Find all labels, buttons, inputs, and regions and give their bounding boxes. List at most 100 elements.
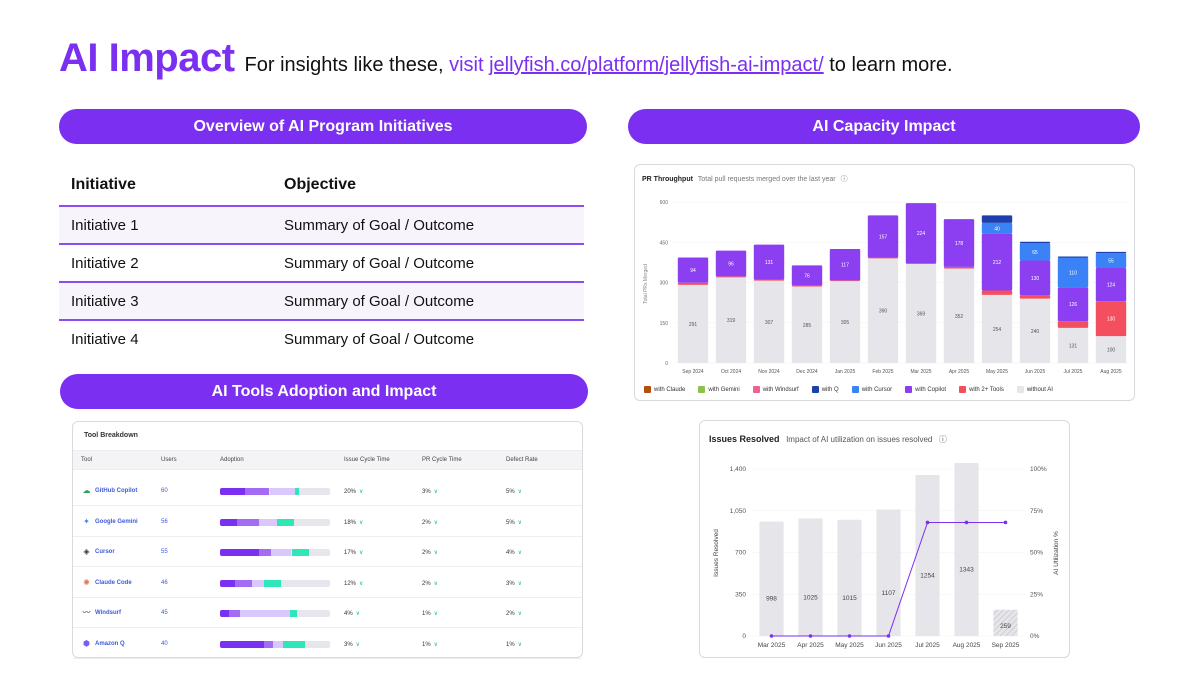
bar-segment[interactable] bbox=[867, 258, 899, 363]
x-tick-label: Jan 2025 bbox=[835, 369, 856, 375]
legend-item[interactable]: without AI bbox=[1016, 386, 1053, 393]
y-axis-label: Issues Resolved bbox=[713, 529, 720, 577]
metric-pr-cycle: 1% ∨ bbox=[422, 641, 438, 648]
bar-segment[interactable] bbox=[943, 266, 975, 269]
bar-segment[interactable] bbox=[943, 268, 975, 363]
info-icon[interactable]: ⓘ bbox=[938, 435, 947, 444]
bar-segment[interactable] bbox=[905, 203, 937, 264]
utilization-point[interactable] bbox=[886, 634, 891, 638]
bar-segment[interactable] bbox=[715, 277, 747, 363]
bar-segment[interactable] bbox=[753, 244, 785, 280]
bar-segment[interactable] bbox=[753, 280, 785, 363]
bar-segment[interactable] bbox=[829, 280, 861, 282]
legend-item[interactable]: with Q bbox=[811, 386, 839, 393]
bar-segment[interactable] bbox=[791, 265, 823, 286]
metric-defect: 2% ∨ bbox=[506, 610, 522, 617]
utilization-point[interactable] bbox=[925, 520, 930, 525]
bar-segment[interactable] bbox=[1019, 295, 1051, 299]
bar-segment[interactable] bbox=[1095, 251, 1127, 254]
bar-segment[interactable] bbox=[677, 282, 709, 285]
gemini-icon: ✦ bbox=[83, 516, 90, 526]
utilization-point[interactable] bbox=[808, 634, 813, 638]
utilization-point[interactable] bbox=[769, 634, 774, 638]
bar-segment[interactable] bbox=[1019, 243, 1051, 261]
bar[interactable] bbox=[837, 519, 862, 636]
bar-segment[interactable] bbox=[1095, 336, 1127, 363]
bar-segment[interactable] bbox=[981, 290, 1013, 295]
bar-value-label: 998 bbox=[766, 596, 777, 603]
tool-name-link[interactable]: Amazon Q bbox=[95, 640, 125, 647]
bar-segment[interactable] bbox=[791, 285, 823, 287]
metric-value: 3% bbox=[506, 580, 515, 587]
tool-users[interactable]: 40 bbox=[161, 640, 168, 647]
bar-segment[interactable] bbox=[1095, 268, 1127, 302]
bar-segment[interactable] bbox=[1019, 260, 1051, 296]
bar-segment[interactable] bbox=[829, 248, 861, 281]
tool-row: ☁ GitHub Copilot 60 20% ∨ 3% ∨ 5% ∨ bbox=[73, 476, 582, 506]
bar-segment[interactable] bbox=[1019, 298, 1051, 363]
tool-users[interactable]: 46 bbox=[161, 579, 168, 586]
bar-segment[interactable] bbox=[677, 284, 709, 363]
legend-item[interactable]: with Gemini bbox=[698, 386, 740, 393]
bar-segment[interactable] bbox=[1057, 287, 1089, 322]
bar-segment[interactable] bbox=[677, 257, 709, 283]
bar-segment[interactable] bbox=[867, 257, 899, 259]
adoption-segment bbox=[251, 579, 264, 587]
bar-segment[interactable] bbox=[715, 276, 747, 278]
bar-segment[interactable] bbox=[1057, 321, 1089, 328]
bar-segment[interactable] bbox=[905, 263, 937, 264]
bar[interactable] bbox=[759, 521, 784, 636]
jellyfish-link[interactable]: jellyfish.co/platform/jellyfish-ai-impac… bbox=[489, 54, 824, 76]
bar-segment[interactable] bbox=[981, 215, 1013, 223]
tool-name-link[interactable]: Google Gemini bbox=[95, 518, 138, 525]
bar-value-label: 131 bbox=[1069, 343, 1078, 349]
bar-value-label: 157 bbox=[879, 234, 888, 240]
bar-segment[interactable] bbox=[981, 233, 1013, 291]
legend-item[interactable]: with Copilot bbox=[905, 386, 946, 393]
metric-value: 2% bbox=[422, 550, 431, 556]
bar-segment[interactable] bbox=[867, 215, 899, 258]
bar-segment[interactable] bbox=[1095, 253, 1127, 269]
legend-item[interactable]: with 2+ Tools bbox=[959, 386, 1004, 393]
bar-segment[interactable] bbox=[1057, 257, 1089, 288]
tool-users[interactable]: 45 bbox=[161, 610, 168, 616]
utilization-point[interactable] bbox=[964, 520, 969, 525]
bar-segment[interactable] bbox=[1019, 241, 1051, 244]
legend-swatch bbox=[959, 386, 967, 393]
chevron-down-icon: ∨ bbox=[517, 519, 523, 526]
metric-pr-cycle: 2% ∨ bbox=[422, 580, 438, 587]
bar[interactable] bbox=[915, 474, 940, 636]
tool-name-link[interactable]: GitHub Copilot bbox=[95, 488, 138, 494]
tool-users[interactable]: 56 bbox=[161, 518, 168, 525]
info-icon[interactable]: ⓘ bbox=[840, 176, 848, 183]
tool-name-link[interactable]: Claude Code bbox=[95, 579, 132, 586]
bar-segment[interactable] bbox=[1095, 301, 1127, 337]
bar-segment[interactable] bbox=[905, 263, 937, 363]
tool-users[interactable]: 55 bbox=[161, 549, 168, 555]
legend-item[interactable]: with Claude bbox=[644, 386, 685, 393]
utilization-point[interactable] bbox=[847, 634, 852, 638]
bar-segment[interactable] bbox=[829, 281, 861, 363]
bar-value-label: 94 bbox=[690, 268, 696, 274]
bar[interactable] bbox=[954, 463, 979, 636]
bar-segment[interactable] bbox=[715, 250, 747, 277]
tool-name-link[interactable]: Windsurf bbox=[95, 610, 121, 616]
bar[interactable] bbox=[993, 609, 1018, 636]
tool-users[interactable]: 60 bbox=[161, 488, 168, 494]
bar-segment[interactable] bbox=[981, 222, 1013, 234]
utilization-point[interactable] bbox=[1003, 520, 1008, 525]
bar-segment[interactable] bbox=[981, 294, 1013, 363]
tool-name-link[interactable]: Cursor bbox=[95, 549, 115, 555]
legend-item[interactable]: with Windsurf bbox=[752, 386, 799, 393]
bar-segment[interactable] bbox=[753, 279, 785, 281]
legend-item[interactable]: with Cursor bbox=[851, 386, 892, 393]
bar-segment[interactable] bbox=[943, 219, 975, 267]
bar-segment[interactable] bbox=[1057, 256, 1089, 258]
bar-segment[interactable] bbox=[1057, 327, 1089, 363]
bar[interactable] bbox=[798, 518, 823, 636]
bar[interactable] bbox=[876, 509, 901, 636]
bar-value-label: 130 bbox=[1031, 276, 1040, 282]
adoption-segment bbox=[277, 518, 294, 526]
tool-breakdown-card: Tool Breakdown Tool Users Adoption Issue… bbox=[72, 421, 583, 659]
bar-segment[interactable] bbox=[791, 286, 823, 363]
